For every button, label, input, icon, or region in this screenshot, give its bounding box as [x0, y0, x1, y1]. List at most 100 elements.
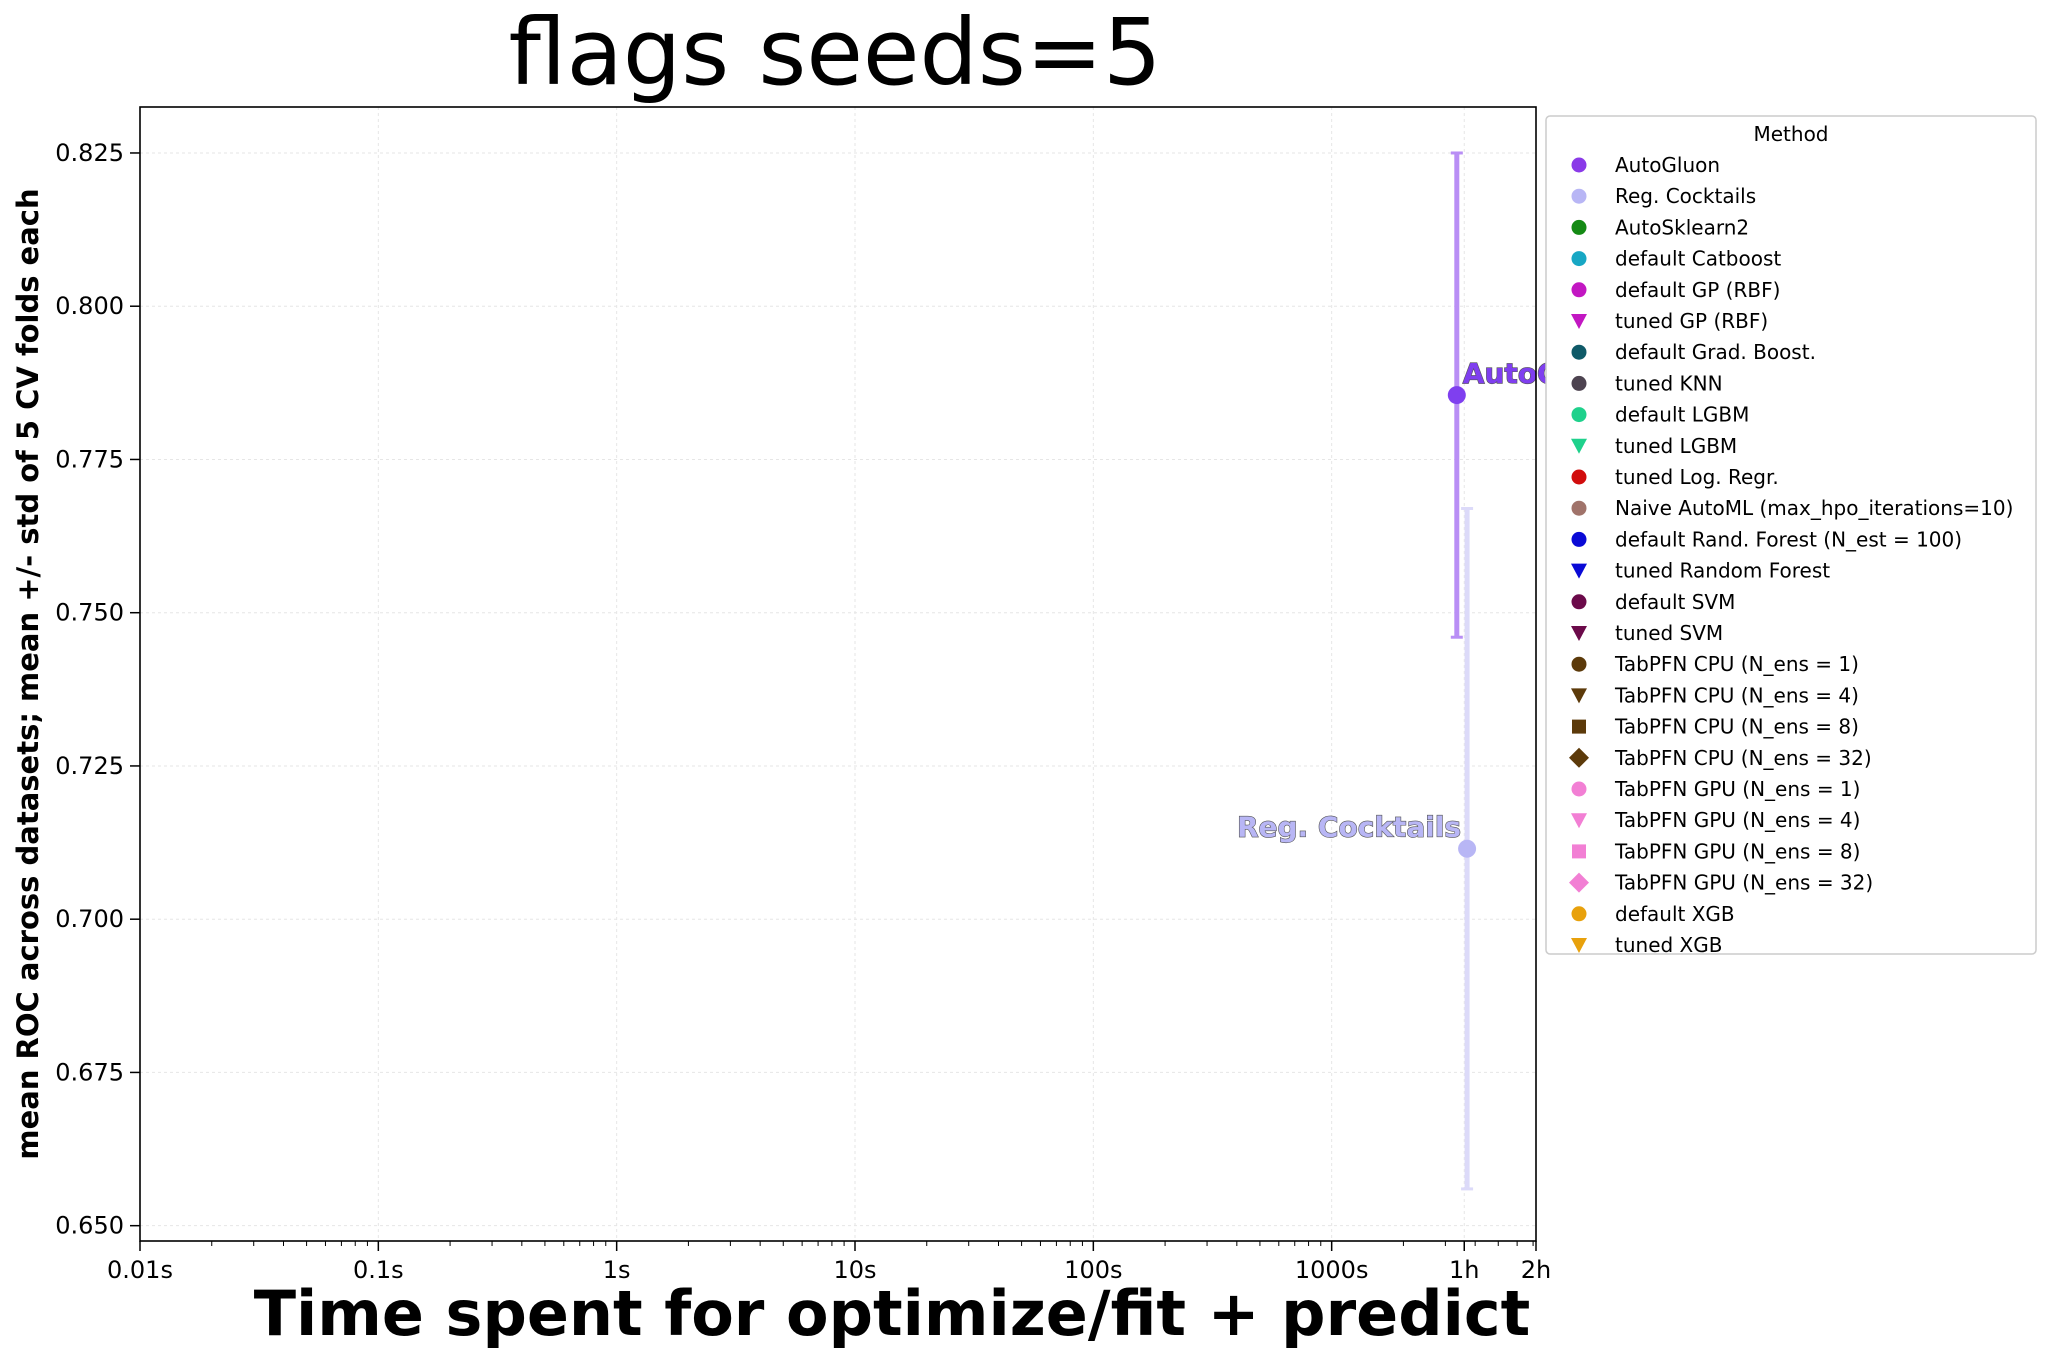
legend-marker-circle: [1571, 594, 1587, 610]
legend-items: AutoGluon Reg. Cocktails AutoSklearn2 defau…: [1569, 153, 2013, 957]
legend-label: TabPFN CPU (N_ens = 4): [1614, 683, 1859, 707]
legend-marker-diamond: [1569, 872, 1589, 893]
legend-marker-circle: [1571, 157, 1587, 173]
legend-label: tuned Log. Regr.: [1615, 465, 1779, 489]
legend-item: Naive AutoML (max_hpo_iterations=10): [1571, 496, 2013, 520]
y-tick-label: 0.750: [55, 599, 124, 627]
legend-marker-triangle: [1571, 813, 1587, 829]
legend-marker-circle: [1571, 251, 1587, 267]
legend-marker-square: [1572, 719, 1586, 734]
legend-item: AutoGluon: [1571, 153, 1720, 177]
legend-marker-circle: [1571, 407, 1587, 423]
y-tick-label: 0.825: [55, 139, 124, 167]
point-label: Reg. Cocktails: [1237, 811, 1461, 844]
legend: Method AutoGluon Reg. Cocktails AutoSklear…: [1545, 115, 2037, 957]
legend-label: tuned GP (RBF): [1615, 309, 1768, 333]
legend-marker-circle: [1571, 781, 1587, 797]
y-tick-label: 0.675: [55, 1058, 124, 1086]
y-tick-label: 0.650: [55, 1212, 124, 1240]
legend-marker-circle: [1571, 531, 1587, 547]
legend-item: TabPFN GPU (N_ens = 32): [1569, 871, 1873, 895]
legend-item: tuned GP (RBF): [1571, 309, 1768, 333]
x-axis-ticks: 0.01s 0.1s 1s 10s 100s 1000s 1h 2h: [107, 1241, 1551, 1284]
legend-title: Method: [1753, 122, 1828, 146]
legend-label: tuned XGB: [1615, 933, 1722, 957]
legend-label: TabPFN CPU (N_ens = 32): [1614, 746, 1872, 770]
data-point: [1458, 839, 1477, 858]
legend-label: default GP (RBF): [1615, 278, 1780, 302]
x-tick-label: 10s: [833, 1256, 876, 1284]
legend-item: tuned KNN: [1571, 371, 1723, 395]
legend-label: default Catboost: [1615, 247, 1781, 271]
legend-item: default Catboost: [1571, 247, 1781, 271]
legend-item: Reg. Cocktails: [1571, 184, 1756, 208]
plot-area-frame: [139, 106, 1537, 1242]
legend-marker-triangle: [1571, 314, 1587, 329]
legend-marker-triangle: [1571, 688, 1587, 704]
legend-item: TabPFN GPU (N_ens = 1): [1571, 777, 1860, 801]
x-tick-label: 0.01s: [107, 1256, 173, 1284]
legend-box: [1545, 115, 2037, 955]
legend-label: tuned Random Forest: [1615, 559, 1830, 583]
legend-label: default Grad. Boost.: [1615, 340, 1816, 364]
x-tick-label: 1h: [1449, 1256, 1479, 1284]
y-tick-label: 0.725: [55, 752, 124, 780]
legend-item: tuned XGB: [1571, 933, 1722, 957]
legend-label: AutoGluon: [1615, 153, 1720, 177]
legend-item: default LGBM: [1571, 403, 1749, 427]
legend-marker-square: [1572, 844, 1586, 859]
legend-item: tuned Log. Regr.: [1571, 465, 1779, 489]
legend-label: default SVM: [1615, 590, 1735, 614]
x-tick-label: 100s: [1064, 1256, 1122, 1284]
legend-marker-circle: [1571, 188, 1587, 204]
legend-marker-circle: [1571, 656, 1587, 672]
y-tick-label: 0.700: [55, 905, 124, 933]
legend-label: AutoSklearn2: [1615, 215, 1749, 239]
legend-marker-circle: [1571, 344, 1587, 360]
legend-item: TabPFN GPU (N_ens = 4): [1571, 808, 1860, 832]
legend-marker-circle: [1571, 469, 1587, 485]
legend-item: TabPFN CPU (N_ens = 1): [1571, 652, 1859, 676]
legend-label: TabPFN CPU (N_ens = 1): [1614, 652, 1859, 676]
legend-item: default GP (RBF): [1571, 278, 1780, 302]
legend-item: TabPFN CPU (N_ens = 32): [1569, 746, 1872, 770]
legend-item: default Rand. Forest (N_est = 100): [1571, 527, 1962, 551]
legend-item: TabPFN CPU (N_ens = 8): [1572, 715, 1859, 739]
legend-label: default Rand. Forest (N_est = 100): [1615, 527, 1962, 551]
legend-label: TabPFN GPU (N_ens = 32): [1614, 871, 1873, 895]
legend-marker-triangle: [1571, 626, 1587, 641]
legend-label: TabPFN GPU (N_ens = 8): [1614, 839, 1860, 863]
data-point: [1447, 386, 1466, 405]
legend-label: tuned LGBM: [1615, 434, 1737, 458]
legend-item: default Grad. Boost.: [1571, 340, 1816, 364]
legend-marker-triangle: [1571, 563, 1587, 579]
legend-item: TabPFN CPU (N_ens = 4): [1571, 683, 1859, 707]
legend-label: TabPFN GPU (N_ens = 4): [1614, 808, 1860, 832]
legend-marker-triangle: [1571, 938, 1587, 953]
legend-label: default LGBM: [1615, 403, 1749, 427]
legend-item: default SVM: [1571, 590, 1735, 614]
legend-label: Reg. Cocktails: [1615, 184, 1756, 208]
legend-marker-circle: [1571, 375, 1587, 391]
x-tick-label: 2h: [1521, 1256, 1551, 1284]
legend-marker-triangle: [1571, 438, 1587, 454]
error-bars: [1450, 151, 1474, 1191]
legend-item: tuned SVM: [1571, 621, 1723, 645]
legend-marker-circle: [1571, 906, 1587, 922]
x-tick-label: 1s: [603, 1256, 631, 1284]
legend-label: TabPFN CPU (N_ens = 8): [1614, 715, 1859, 739]
legend-item: AutoSklearn2: [1571, 215, 1749, 239]
y-axis-ticks: 0.650 0.675 0.700 0.725 0.750 0.775 0.800 0.825: [55, 139, 140, 1240]
y-tick-label: 0.800: [55, 292, 124, 320]
chart-title: flags seeds=5: [509, 0, 1162, 106]
legend-item: TabPFN GPU (N_ens = 8): [1572, 839, 1860, 863]
x-axis-label: Time spent for optimize/fit + predict: [254, 1277, 1530, 1350]
legend-item: tuned Random Forest: [1571, 559, 1830, 583]
legend-item: tuned LGBM: [1571, 434, 1737, 458]
legend-marker-circle: [1571, 282, 1587, 298]
legend-marker-circle: [1571, 219, 1587, 235]
grid-lines: [139, 107, 1537, 1241]
legend-label: default XGB: [1615, 902, 1735, 926]
